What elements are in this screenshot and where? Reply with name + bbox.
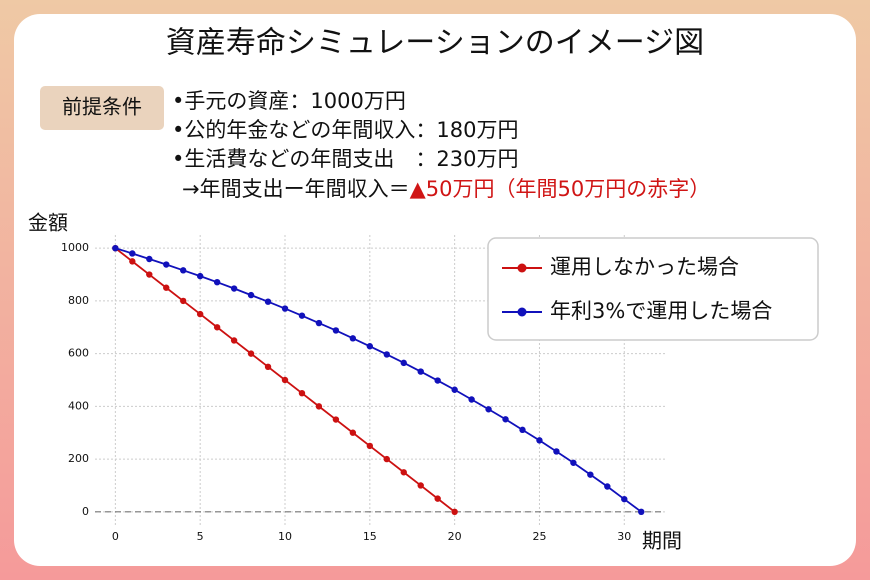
x-tick-label: 20 — [448, 530, 462, 543]
data-point — [434, 377, 441, 384]
data-point — [163, 261, 170, 268]
data-point — [366, 343, 374, 350]
data-point — [519, 426, 526, 434]
premise-result-highlight: ▲50万円（年間50万円の赤字） — [410, 177, 711, 201]
premise-line: •公的年金などの年間収入：180万円 — [172, 118, 518, 142]
premise-box — [40, 86, 164, 130]
legend-marker — [517, 263, 527, 273]
data-point — [366, 442, 374, 450]
y-tick-label: 1000 — [61, 241, 89, 254]
data-point — [383, 351, 390, 358]
y-tick-label: 400 — [68, 399, 89, 412]
data-point — [196, 310, 204, 318]
data-point — [621, 495, 628, 503]
data-point — [230, 337, 238, 344]
data-point — [180, 267, 187, 274]
data-point — [163, 284, 170, 291]
premise-result: →年間支出ー年間収入＝▲50万円（年間50万円の赤字） — [182, 177, 710, 201]
data-point — [315, 319, 323, 327]
data-point — [536, 437, 543, 444]
data-point — [400, 359, 407, 367]
data-point — [247, 350, 255, 357]
data-point — [230, 285, 238, 292]
premise-label: 前提条件 — [62, 95, 142, 119]
data-point — [180, 297, 187, 305]
data-point — [196, 272, 204, 280]
data-point — [264, 363, 272, 371]
legend-label: 年利3%で運用した場合 — [550, 299, 772, 323]
data-point — [213, 278, 221, 286]
data-point — [298, 389, 306, 397]
data-point — [281, 376, 289, 384]
x-tick-label: 5 — [197, 530, 204, 543]
data-point — [315, 403, 323, 410]
data-point — [383, 455, 390, 463]
data-point — [468, 396, 475, 403]
data-point — [570, 459, 577, 466]
data-point — [451, 508, 458, 516]
x-tick-label: 10 — [278, 530, 292, 543]
data-point — [485, 406, 492, 413]
y-axis-label: 金額 — [28, 211, 68, 235]
x-tick-label: 15 — [363, 530, 377, 543]
y-tick-label: 200 — [68, 452, 89, 465]
data-point — [129, 258, 136, 265]
data-point — [332, 327, 340, 334]
x-tick-label: 0 — [112, 530, 119, 543]
data-point — [417, 482, 424, 489]
data-point — [434, 495, 441, 502]
data-point — [502, 416, 509, 423]
data-point — [451, 386, 458, 393]
y-tick-label: 600 — [68, 347, 89, 360]
data-point — [264, 298, 272, 305]
y-tick-label: 0 — [82, 505, 89, 518]
legend-box — [487, 237, 819, 341]
data-point — [349, 429, 357, 436]
data-point — [112, 244, 119, 252]
chart-title: 資産寿命シミュレーションのイメージ図 — [166, 26, 704, 61]
data-point — [247, 291, 255, 299]
premise-line: •生活費などの年間支出 ：230万円 — [172, 147, 518, 171]
premise-result-text: →年間支出ー年間収入＝ — [182, 177, 410, 201]
data-point — [332, 416, 340, 423]
data-point — [146, 255, 153, 263]
x-axis-label: 期間 — [642, 529, 682, 553]
data-point — [587, 471, 594, 478]
data-point — [638, 508, 645, 516]
x-tick-label: 25 — [532, 530, 546, 543]
data-point — [604, 483, 611, 490]
data-point — [553, 448, 560, 455]
legend-marker — [517, 307, 527, 317]
legend-label: 運用しなかった場合 — [550, 255, 739, 279]
data-point — [417, 368, 424, 375]
data-point — [281, 305, 289, 312]
y-tick-label: 800 — [68, 294, 89, 307]
premise-line: •手元の資産：1000万円 — [172, 89, 406, 113]
x-tick-label: 30 — [617, 530, 631, 543]
data-point — [400, 469, 407, 476]
data-point — [213, 324, 221, 331]
data-point — [298, 312, 306, 319]
data-point — [129, 250, 136, 257]
data-point — [349, 335, 357, 342]
data-point — [146, 271, 153, 278]
